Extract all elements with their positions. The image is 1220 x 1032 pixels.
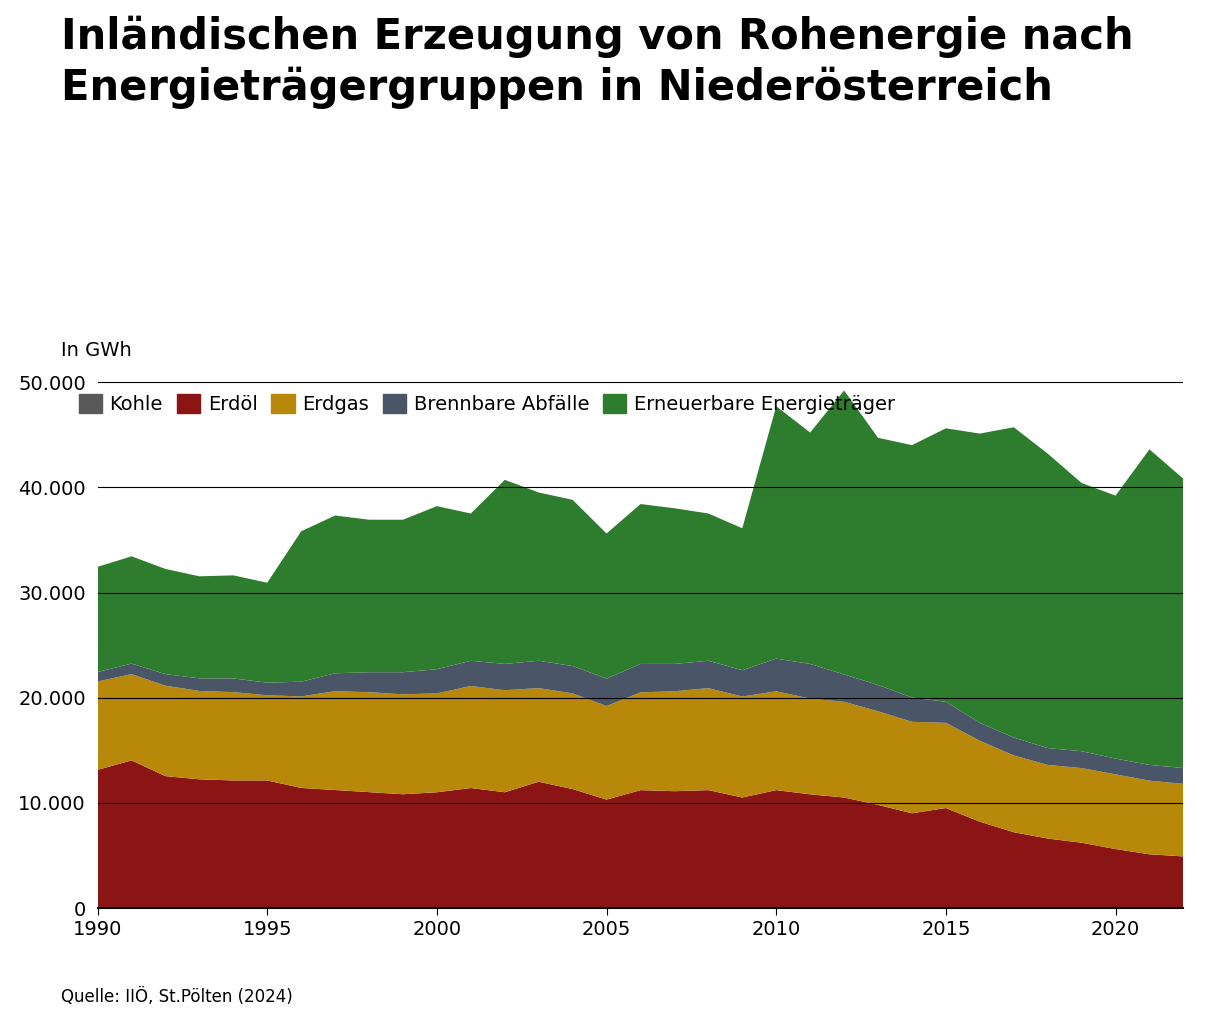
Legend: Kohle, Erdöl, Erdgas, Brennbare Abfälle, Erneuerbare Energieträger: Kohle, Erdöl, Erdgas, Brennbare Abfälle,…: [71, 386, 903, 422]
Text: In GWh: In GWh: [61, 341, 132, 359]
Text: Inländischen Erzeugung von Rohenergie nach
Energieträgergruppen in Niederösterre: Inländischen Erzeugung von Rohenergie na…: [61, 15, 1133, 108]
Text: Quelle: IIÖ, St.Pölten (2024): Quelle: IIÖ, St.Pölten (2024): [61, 988, 293, 1006]
